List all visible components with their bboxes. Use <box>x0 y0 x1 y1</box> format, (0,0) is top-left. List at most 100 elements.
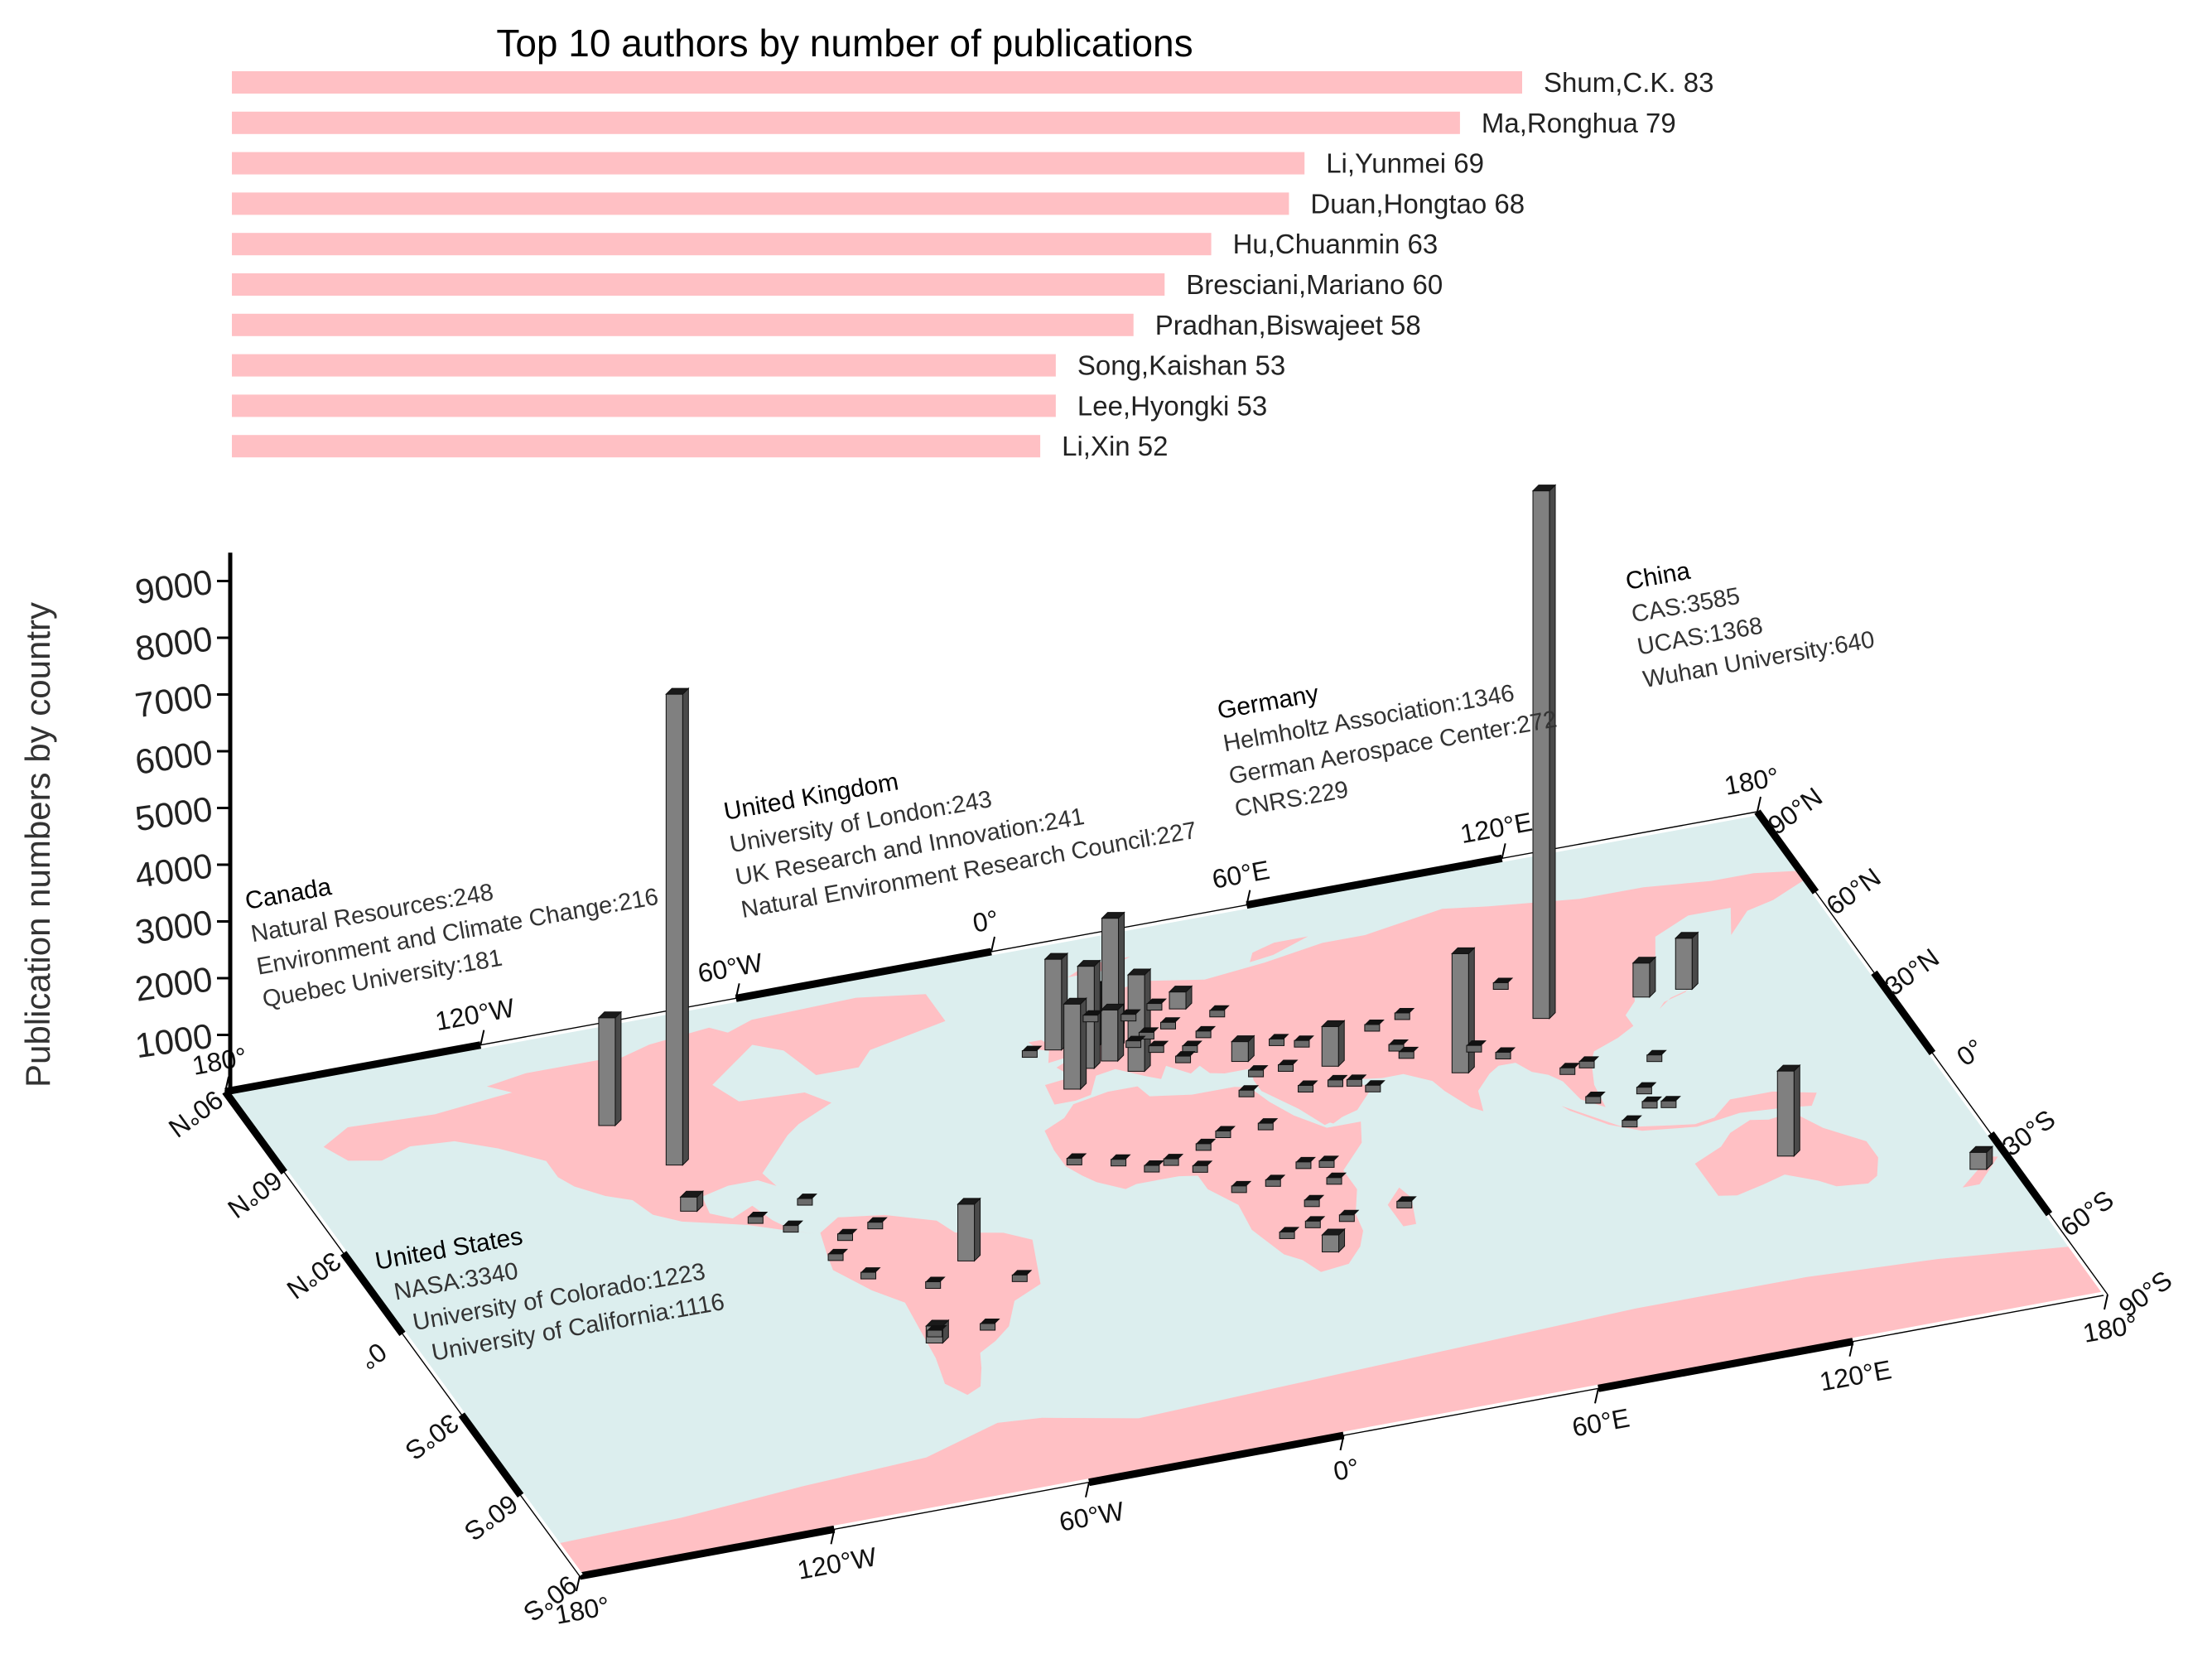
lon-tick-top-mark-6 <box>1757 796 1761 813</box>
minor-country-marker-18 <box>1257 1118 1279 1131</box>
lon-tick-bottom-mark-3 <box>1339 1435 1345 1451</box>
minor-country-marker-15 <box>1192 1160 1213 1173</box>
lat-tick-right-3: 0° <box>1951 1033 1989 1072</box>
land-novaya-zemlya <box>1250 936 1308 962</box>
minor-country-marker-56 <box>1578 1056 1600 1068</box>
minor-country-marker-47 <box>1346 1074 1367 1087</box>
country-bar-south-africa <box>1321 1227 1346 1253</box>
minor-country-marker-11 <box>1066 1153 1087 1165</box>
minor-country-marker-63 <box>1492 977 1514 990</box>
country-bar-spain <box>1063 997 1087 1091</box>
author-bar-hu-chuanmin <box>232 233 1212 256</box>
lon-tick-bottom-2: 60°W <box>1057 1496 1127 1537</box>
country-bar-mexico <box>679 1190 704 1213</box>
country-bar-south-korea <box>1631 956 1657 999</box>
lon-tick-bottom-mark-2 <box>1085 1482 1090 1497</box>
author-bar-li-xin <box>232 435 1041 458</box>
z-tick-label-5000: 5000 <box>133 789 214 839</box>
lon-tick-top-mark-3 <box>990 936 995 952</box>
author-bar-bresciani-mariano <box>232 273 1165 296</box>
z-tick-label-7000: 7000 <box>133 676 214 726</box>
lon-tick-top-mark-0 <box>224 1076 229 1092</box>
minor-country-marker-34 <box>1160 1017 1181 1030</box>
minor-country-marker-31 <box>1082 1010 1103 1023</box>
z-tick-label-8000: 8000 <box>133 619 214 668</box>
lon-tick-top-3: 0° <box>971 904 1001 938</box>
author-bar-song-kaishan <box>232 354 1056 377</box>
minor-country-marker-6 <box>783 1220 803 1233</box>
country-bar-new-zealand <box>1969 1145 1994 1171</box>
minor-country-marker-3 <box>867 1217 888 1230</box>
minor-country-marker-29 <box>1120 1009 1141 1022</box>
author-bar-ma-ronghua <box>232 111 1460 134</box>
minor-country-marker-57 <box>1585 1091 1606 1104</box>
minor-country-marker-25 <box>1279 1227 1300 1239</box>
lon-tick-bottom-4: 60°E <box>1569 1403 1631 1443</box>
lon-tick-top-4: 60°E <box>1210 855 1272 895</box>
minor-country-marker-9 <box>925 1276 946 1290</box>
lon-tick-bottom-mark-0 <box>576 1575 581 1592</box>
lon-tick-bottom-mark-1 <box>830 1529 836 1545</box>
lat-tick-left-4: 30°S <box>400 1408 465 1466</box>
country-bar-switzerland <box>1100 1003 1125 1063</box>
lon-tick-bottom-mark-5 <box>1848 1341 1854 1357</box>
minor-country-marker-27 <box>1231 1180 1252 1194</box>
lon-tick-bottom-mark-6 <box>2104 1294 2108 1310</box>
country-bar-iran <box>1321 1020 1346 1068</box>
minor-country-marker-28 <box>1265 1174 1286 1187</box>
lon-tick-top-6: 180° <box>1722 762 1781 801</box>
land-south-america <box>820 1214 1041 1396</box>
author-label-hu-chuanmin: Hu,Chuanmin 63 <box>1233 229 1439 259</box>
minor-country-marker-41 <box>1269 1034 1289 1046</box>
lon-tick-top-mark-5 <box>1501 843 1506 859</box>
minor-country-marker-40 <box>1209 1005 1230 1018</box>
z-tick-label-6000: 6000 <box>133 732 214 782</box>
minor-country-marker-14 <box>1163 1154 1184 1166</box>
minor-country-marker-19 <box>1295 1156 1316 1169</box>
minor-country-marker-61 <box>1660 1096 1681 1108</box>
lon-tick-top-5: 120°E <box>1458 807 1535 849</box>
country-bar-china <box>1531 484 1557 1020</box>
minor-country-marker-33 <box>1138 1027 1159 1039</box>
z-tick-label-3000: 3000 <box>133 903 214 952</box>
minor-country-marker-21 <box>1326 1172 1347 1185</box>
minor-country-marker-24 <box>1304 1216 1326 1228</box>
lon-tick-bottom-1: 120°W <box>795 1541 879 1585</box>
author-label-li-yunmei: Li,Yunmei 69 <box>1326 148 1484 179</box>
lat-tick-left-2: 30°N <box>282 1246 347 1305</box>
minor-country-marker-36 <box>1148 1040 1169 1054</box>
author-bar-shum-c-k <box>232 71 1522 94</box>
country-bar-japan <box>1675 931 1699 991</box>
annotation-country-china: China <box>1623 557 1692 596</box>
minor-country-marker-23 <box>1338 1209 1360 1223</box>
lon-tick-bottom-mark-4 <box>1594 1388 1599 1404</box>
lat-tick-left-5: 60°S <box>459 1488 523 1546</box>
country-bar-brazil <box>957 1197 981 1262</box>
minor-country-marker-5 <box>827 1248 849 1261</box>
minor-country-marker-4 <box>837 1228 858 1242</box>
publication-3d-map: 180°180°120°W120°W60°W60°W0°0°60°E60°E12… <box>18 484 2177 1630</box>
land-antarctica <box>556 1246 2108 1576</box>
minor-country-marker-12 <box>1111 1154 1131 1167</box>
lon-tick-bottom-3: 0° <box>1331 1453 1361 1487</box>
land-arabia <box>1253 1075 1371 1126</box>
minor-country-marker-58 <box>1636 1082 1657 1095</box>
frame-border-right <box>1757 811 2108 1295</box>
author-bar-chart: Top 10 authors by number of publications… <box>232 22 1713 461</box>
minor-country-marker-39 <box>1195 1025 1217 1039</box>
country-bar-russia <box>1168 985 1193 1010</box>
z-axis-label: Publication numbers by country <box>18 602 57 1088</box>
minor-country-marker-59 <box>1646 1049 1667 1063</box>
lon-tick-top-2: 60°W <box>696 948 766 989</box>
minor-country-marker-35 <box>1125 1035 1146 1049</box>
minor-country-marker-17 <box>1215 1126 1236 1139</box>
minor-country-marker-64 <box>1238 1085 1260 1097</box>
minor-country-marker-50 <box>1398 1046 1419 1059</box>
minor-country-marker-16 <box>1195 1138 1217 1151</box>
author-label-ma-ronghua: Ma,Ronghua 79 <box>1482 108 1676 138</box>
country-bar-united-states <box>665 687 690 1166</box>
lon-tick-top-mark-4 <box>1246 890 1251 905</box>
minor-country-marker-10 <box>1011 1270 1033 1282</box>
